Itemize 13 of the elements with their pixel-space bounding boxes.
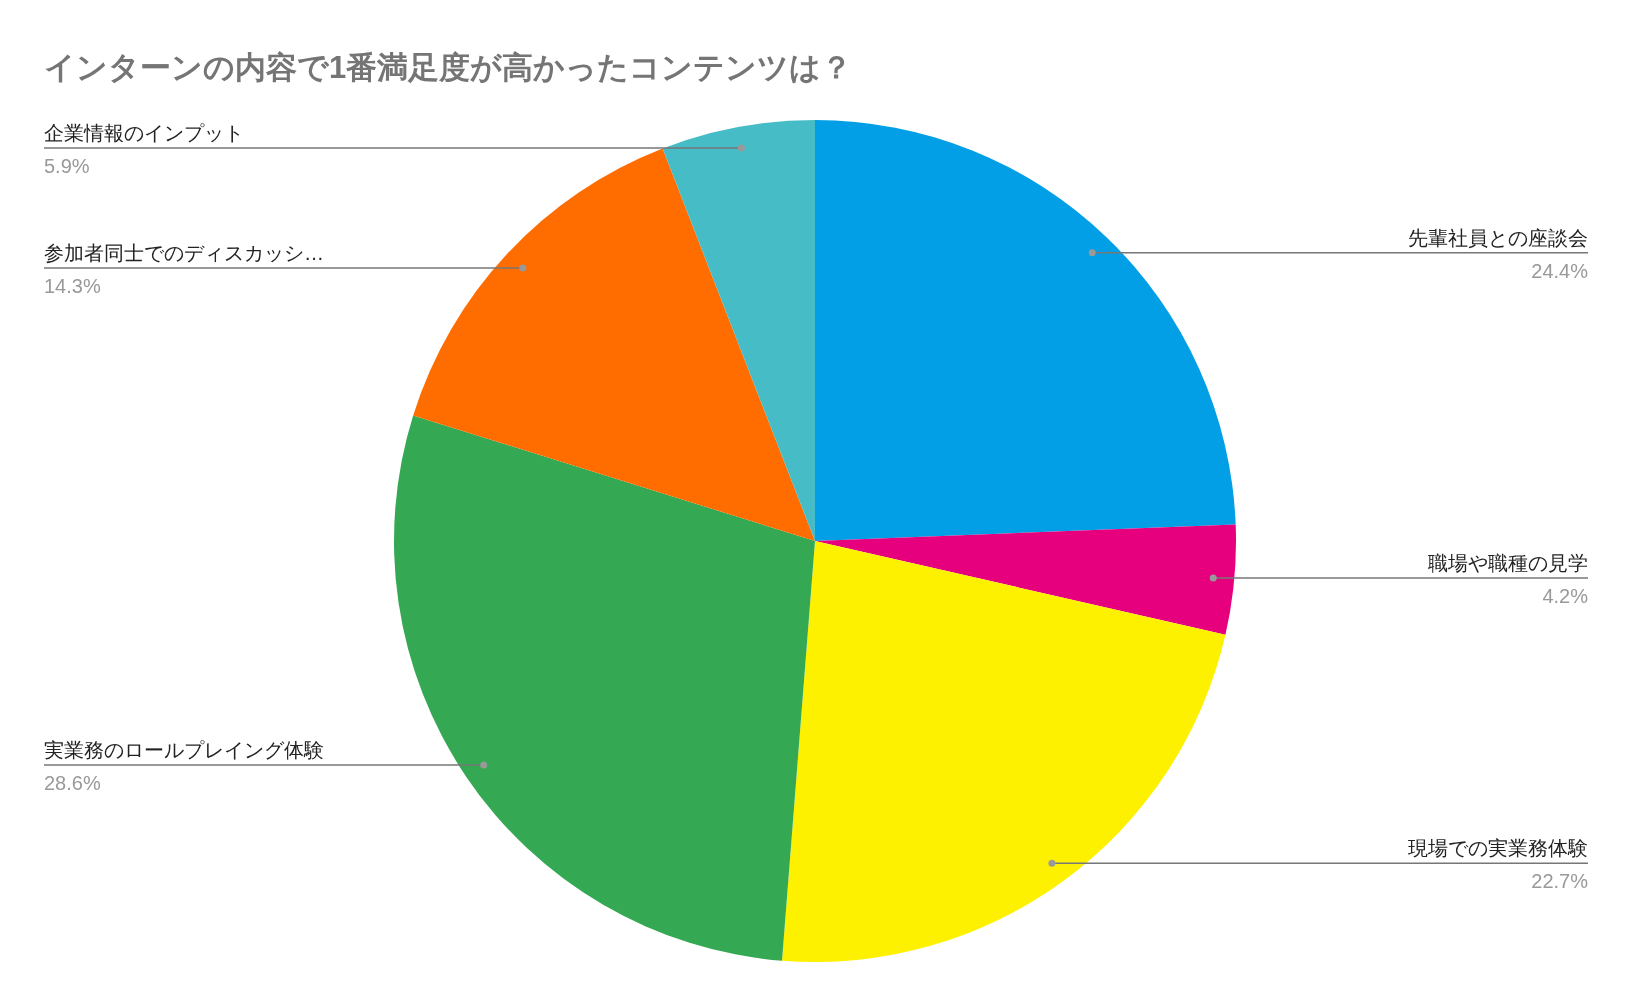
data-label: 14.3%	[44, 274, 101, 297]
slice-label: 参加者同士でのディスカッシ…	[44, 241, 324, 264]
slice-label: 企業情報のインプット	[44, 121, 244, 144]
slice-label: 職場や職種の見学	[1428, 551, 1588, 574]
slice-label: 先輩社員との座談会	[1408, 226, 1588, 249]
data-label: 5.9%	[44, 154, 90, 177]
data-label: 4.2%	[1542, 584, 1589, 607]
slice-label: 現場での実業務体験	[1408, 837, 1588, 860]
data-label: 24.4%	[1531, 259, 1589, 282]
slice-label: 実業務のロールプレイング体験	[44, 739, 324, 762]
data-label: 22.7%	[1531, 870, 1589, 893]
data-label: 28.6%	[44, 772, 101, 795]
chart-title: インターンの内容で1番満足度が高かったコンテンツは？	[44, 50, 853, 85]
